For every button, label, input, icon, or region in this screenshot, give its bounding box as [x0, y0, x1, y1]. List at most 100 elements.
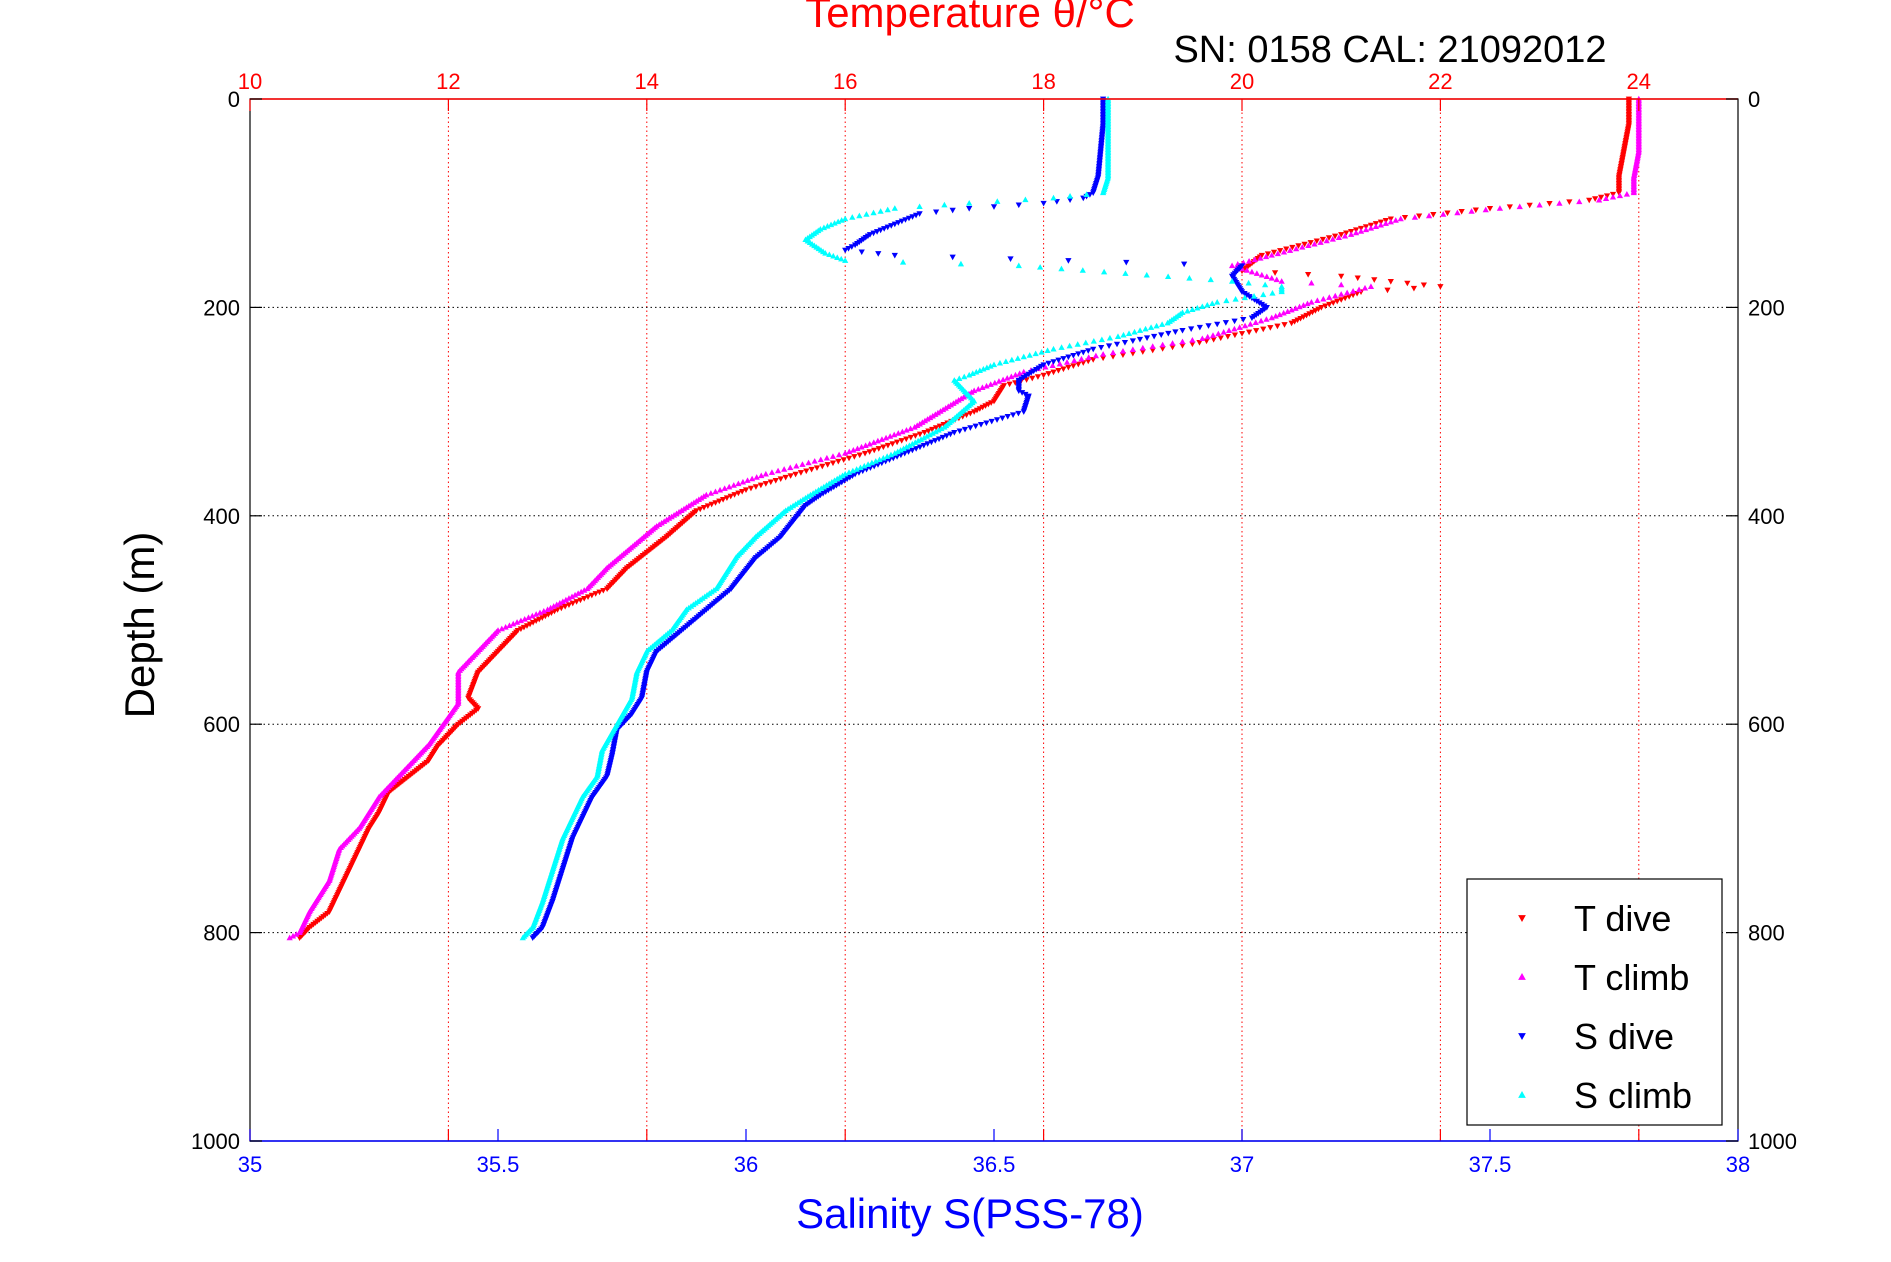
data-point: [990, 204, 998, 210]
data-point: [1098, 345, 1105, 351]
data-point: [1338, 291, 1345, 297]
data-point: [1592, 196, 1599, 202]
data-point: [1263, 273, 1270, 280]
data-point: [1053, 199, 1060, 205]
data-point: [1314, 297, 1321, 304]
data-point: [1278, 278, 1285, 284]
data-point: [826, 251, 833, 258]
data-point: [1322, 303, 1329, 310]
data-point: [1231, 325, 1238, 332]
data-point: [876, 456, 883, 463]
data-point: [1020, 409, 1027, 415]
legend: T dive T climb S dive S climb: [1466, 878, 1723, 1126]
series-layer: [286, 95, 1642, 942]
data-point: [1006, 381, 1013, 388]
data-point: [1049, 362, 1056, 368]
data-point: [1071, 357, 1078, 364]
data-point: [781, 466, 788, 472]
data-point: [562, 596, 570, 603]
data-point: [987, 381, 994, 387]
data-point: [966, 371, 973, 378]
data-point: [1063, 359, 1071, 365]
data-point: [1387, 218, 1394, 225]
data-point: [1411, 214, 1418, 220]
data-point: [1037, 264, 1044, 270]
data-point: [1139, 344, 1146, 351]
data-point: [1566, 199, 1573, 205]
data-point: [1320, 295, 1327, 302]
data-point: [502, 623, 509, 630]
data-point: [1430, 211, 1437, 218]
data-point: [544, 606, 551, 612]
data-point: [1142, 325, 1149, 332]
legend-label-t-dive: T dive: [1574, 898, 1671, 939]
data-point: [1305, 242, 1312, 249]
data-point: [553, 601, 560, 608]
data-point: [887, 451, 895, 458]
data-point: [912, 439, 919, 445]
data-point: [835, 458, 842, 465]
data-point: [1189, 306, 1196, 313]
data-point: [757, 482, 764, 489]
data-point: [1454, 209, 1461, 216]
data-point: [887, 433, 894, 439]
data-point: [1284, 308, 1291, 314]
data-point: [861, 462, 868, 469]
legend-markers: [1518, 915, 1526, 1098]
data-point: [1616, 192, 1624, 199]
bottom-tick-label: 36: [734, 1152, 758, 1177]
data-point: [565, 595, 573, 601]
data-point: [1382, 220, 1389, 226]
data-point: [1113, 341, 1121, 348]
data-point: [498, 625, 505, 632]
right-tick-label: 0: [1748, 87, 1760, 112]
data-point: [1253, 328, 1260, 334]
data-point: [967, 425, 974, 431]
data-point: [1496, 205, 1504, 211]
data-point: [1292, 305, 1299, 311]
data-point: [842, 257, 849, 263]
data-point: [1250, 293, 1258, 299]
right-tick-label: 800: [1748, 921, 1785, 946]
data-point: [1203, 338, 1210, 345]
data-point: [819, 463, 826, 470]
data-point: [1232, 295, 1239, 302]
data-point: [1165, 330, 1172, 337]
right-tick-label: 600: [1748, 712, 1785, 737]
data-point: [1247, 321, 1254, 327]
data-point: [973, 368, 980, 375]
data-point: [834, 254, 841, 260]
data-point: [811, 458, 818, 464]
data-point: [1288, 306, 1295, 313]
data-point: [1090, 357, 1097, 363]
left-tick-label: 400: [203, 504, 240, 529]
data-point: [1164, 319, 1171, 326]
data-point: [1251, 256, 1258, 263]
data-point: [547, 604, 554, 611]
bottom-tick-label: 36.5: [973, 1152, 1016, 1177]
data-point: [1238, 331, 1246, 337]
data-point: [1090, 338, 1097, 344]
legend-label-s-climb: S climb: [1574, 1075, 1692, 1116]
data-point: [1329, 236, 1336, 242]
data-point: [1225, 327, 1233, 334]
data-point: [1296, 303, 1303, 310]
data-point: [1008, 373, 1015, 380]
data-point: [578, 588, 585, 595]
data-point: [1045, 371, 1052, 377]
data-point: [845, 455, 853, 462]
data-point: [1169, 340, 1176, 346]
data-point: [909, 440, 916, 447]
data-point: [1070, 352, 1077, 359]
data-point: [1280, 309, 1287, 316]
data-point: [1576, 198, 1583, 205]
data-point: [550, 603, 557, 609]
data-point: [1472, 207, 1479, 214]
data-point: [838, 255, 845, 262]
data-point: [1262, 281, 1269, 288]
data-point: [1404, 280, 1411, 287]
data-point: [929, 430, 936, 436]
data-point: [923, 433, 931, 439]
data-point: [1055, 368, 1062, 374]
data-point: [1092, 352, 1100, 359]
